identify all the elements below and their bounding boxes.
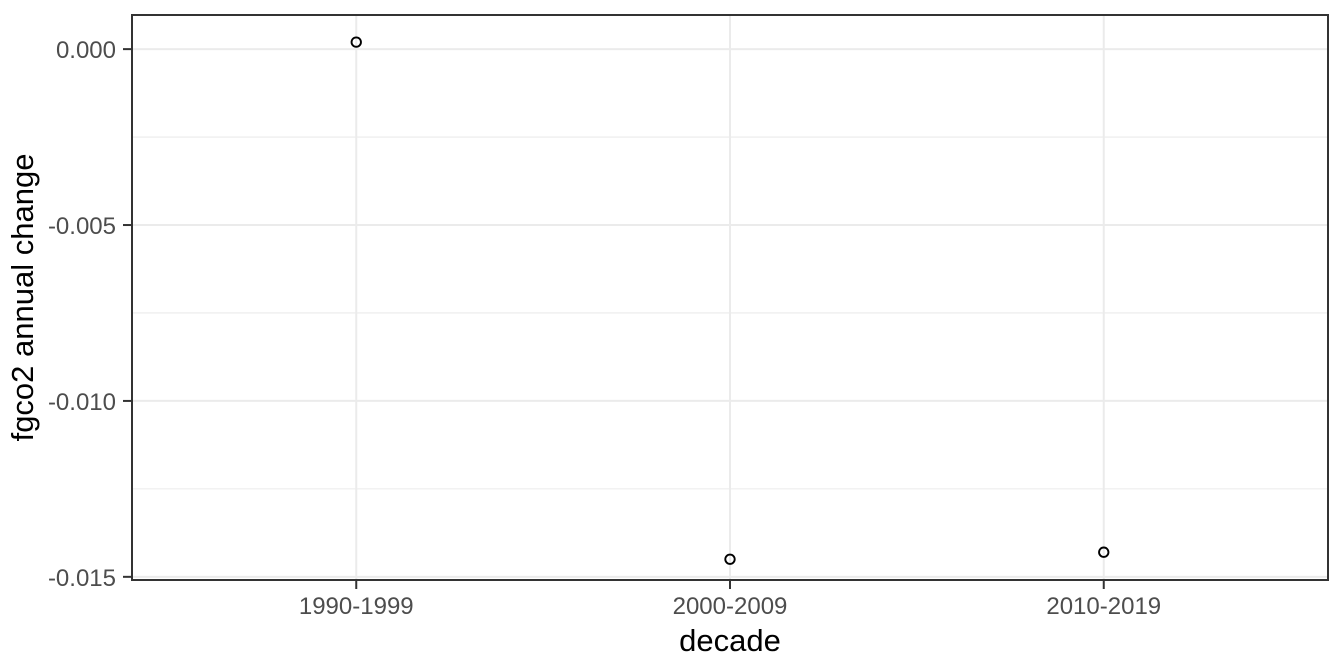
panel-border xyxy=(131,14,1329,581)
y-tick-label: -0.010 xyxy=(48,389,116,416)
x-tick-label: 2000-2009 xyxy=(673,593,788,620)
y-tick-label: -0.005 xyxy=(48,213,116,240)
y-tick-label: -0.015 xyxy=(48,565,116,592)
x-axis-title: decade xyxy=(679,623,781,658)
x-tick-label: 1990-1999 xyxy=(299,593,414,620)
x-tick-label: 2010-2019 xyxy=(1046,593,1161,620)
data-point xyxy=(350,36,362,48)
y-axis-title: fgco2 annual change xyxy=(5,154,40,442)
data-point xyxy=(1098,546,1110,558)
data-point xyxy=(724,553,736,565)
y-tick-label: 0.000 xyxy=(56,37,116,64)
